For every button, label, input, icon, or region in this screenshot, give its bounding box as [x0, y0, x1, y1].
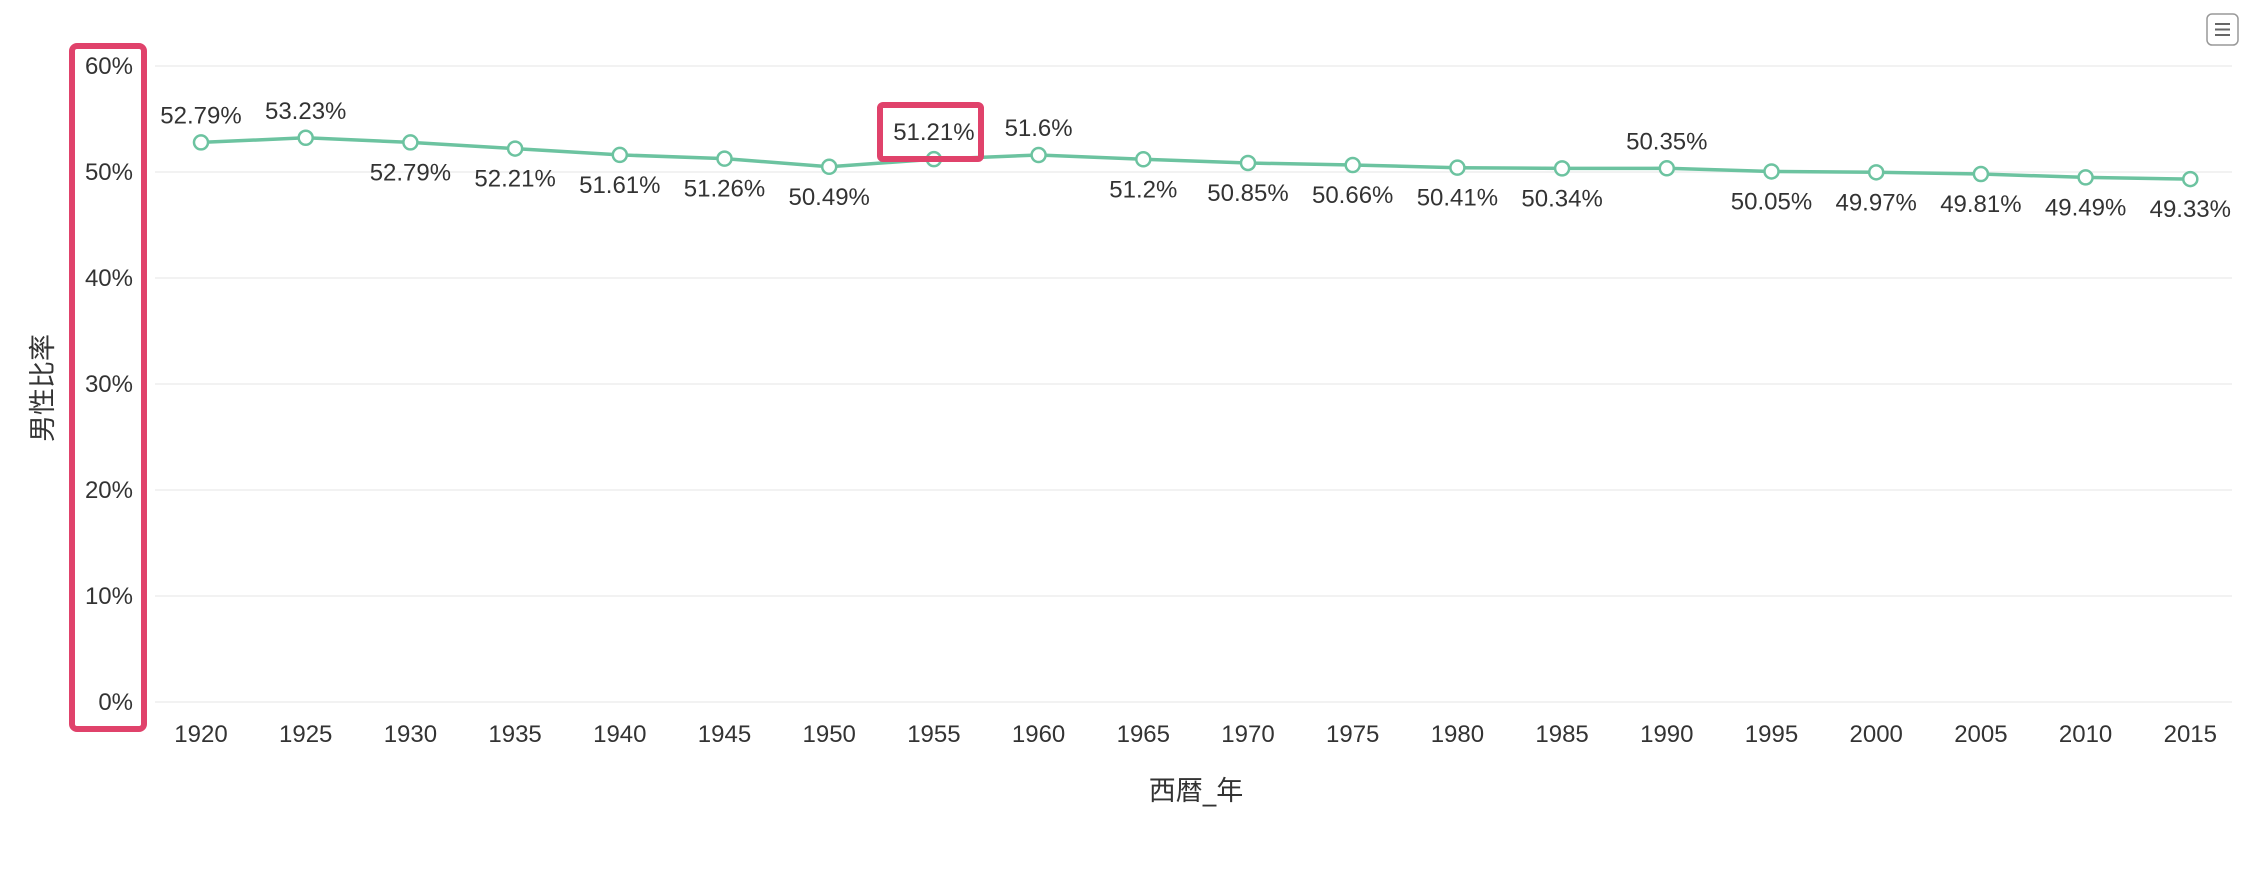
- x-tick-label: 2005: [1954, 721, 2007, 748]
- data-label: 50.35%: [1626, 128, 1707, 155]
- data-label: 50.66%: [1312, 182, 1393, 209]
- data-point[interactable]: [1553, 160, 1571, 177]
- y-axis-title: 男性比率: [28, 334, 59, 442]
- data-point[interactable]: [297, 129, 314, 147]
- data-label: 50.49%: [788, 184, 869, 211]
- y-tick-label: 10%: [85, 583, 133, 610]
- data-label: 50.85%: [1207, 180, 1288, 207]
- x-tick-label: 1930: [384, 721, 437, 748]
- data-point[interactable]: [2182, 170, 2199, 188]
- x-tick-label: 1980: [1431, 721, 1484, 748]
- x-tick-label: 1955: [907, 721, 960, 748]
- data-label: 52.21%: [474, 166, 555, 193]
- data-label: 51.21%: [893, 119, 974, 146]
- x-axis-title: 西暦_年: [1149, 776, 1244, 807]
- data-point[interactable]: [2077, 169, 2094, 186]
- x-tick-label: 1945: [698, 721, 751, 748]
- data-point[interactable]: [1344, 156, 1361, 174]
- x-tick-label: 1960: [1012, 721, 1065, 748]
- grid-lines: [155, 65, 2232, 703]
- chart-menu-button[interactable]: [2206, 13, 2239, 46]
- data-point[interactable]: [611, 146, 629, 164]
- data-labels: 52.79% 53.23% 52.79% 52.21% 51.61% 51.26% 50.4…: [160, 98, 2231, 223]
- y-tick-label: 20%: [85, 477, 133, 504]
- data-label: 49.81%: [1940, 191, 2021, 218]
- x-axis-ticks: 1920 1925 1930 1935 1940 1945 1950 1955 1960 1965…: [174, 721, 2217, 748]
- data-point[interactable]: [820, 158, 838, 176]
- y-tick-label: 40%: [85, 265, 133, 292]
- data-label: 51.61%: [579, 172, 660, 199]
- y-tick-label: 60%: [85, 53, 133, 80]
- data-label: 49.33%: [2150, 196, 2231, 223]
- data-label: 50.34%: [1521, 185, 1602, 212]
- y-axis-highlight-box: [69, 43, 147, 732]
- data-label: 52.79%: [370, 159, 451, 186]
- series-line: [200, 136, 2191, 181]
- data-point[interactable]: [1135, 151, 1152, 168]
- x-tick-label: 2015: [2164, 721, 2217, 748]
- x-tick-label: 1920: [174, 721, 227, 748]
- x-tick-label: 1965: [1117, 721, 1170, 748]
- data-label: 53.23%: [265, 98, 346, 125]
- x-tick-label: 1935: [488, 721, 541, 748]
- x-tick-label: 1970: [1221, 721, 1274, 748]
- x-tick-label: 1940: [593, 721, 646, 748]
- hamburger-menu-icon: [2215, 23, 2230, 36]
- data-points: [192, 129, 2199, 188]
- data-point[interactable]: [1763, 163, 1780, 180]
- data-label: 52.79%: [160, 102, 241, 129]
- y-tick-label: 0%: [98, 689, 133, 716]
- data-point[interactable]: [506, 140, 524, 157]
- data-point[interactable]: [192, 134, 210, 151]
- data-point[interactable]: [1030, 146, 1047, 164]
- x-tick-label: 2010: [2059, 721, 2112, 748]
- x-tick-label: 1990: [1640, 721, 1693, 748]
- data-point[interactable]: [1867, 164, 1885, 181]
- x-tick-label: 1950: [803, 721, 856, 748]
- data-label-highlight-box: [877, 102, 984, 162]
- data-point[interactable]: [1972, 165, 1990, 183]
- data-label: 50.41%: [1417, 185, 1498, 212]
- data-point[interactable]: [402, 134, 419, 151]
- data-point[interactable]: [1449, 159, 1466, 176]
- x-tick-label: 1985: [1535, 721, 1588, 748]
- data-point[interactable]: [716, 150, 733, 167]
- y-tick-label: 50%: [85, 159, 133, 186]
- data-label: 51.2%: [1109, 176, 1177, 203]
- x-tick-label: 1995: [1745, 721, 1798, 748]
- x-tick-label: 2000: [1850, 721, 1903, 748]
- data-label: 51.6%: [1005, 115, 1073, 142]
- data-label: 50.05%: [1731, 188, 1812, 215]
- x-tick-label: 1975: [1326, 721, 1379, 748]
- data-label: 49.97%: [1835, 189, 1916, 216]
- y-tick-label: 30%: [85, 371, 133, 398]
- data-label: 49.49%: [2045, 194, 2126, 221]
- y-axis-ticks: 0% 10% 20% 30% 40% 50% 60%: [85, 53, 133, 716]
- data-label: 51.26%: [684, 176, 765, 203]
- x-tick-label: 1925: [279, 721, 332, 748]
- data-point[interactable]: [1658, 160, 1676, 177]
- data-point[interactable]: [1239, 154, 1257, 172]
